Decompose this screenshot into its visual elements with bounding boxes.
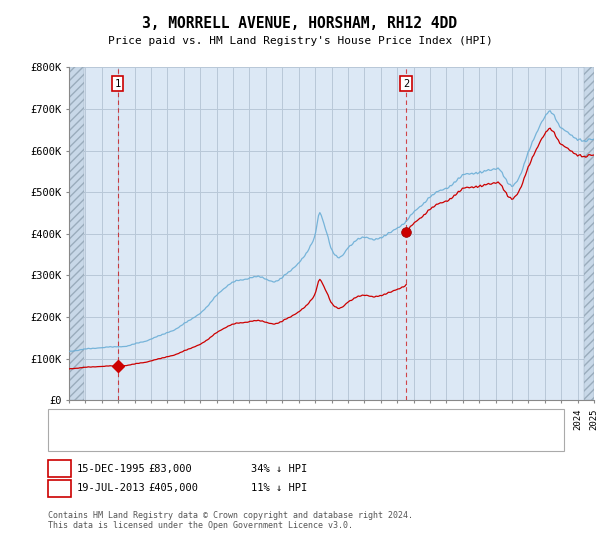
Bar: [584, 67, 594, 400]
Text: 3, MORRELL AVENUE, HORSHAM, RH12 4DD: 3, MORRELL AVENUE, HORSHAM, RH12 4DD: [143, 16, 458, 31]
Text: ———: ———: [57, 433, 79, 446]
Text: £83,000: £83,000: [149, 464, 193, 474]
Text: 1: 1: [115, 79, 121, 89]
Text: 1: 1: [56, 464, 62, 474]
Text: 2: 2: [403, 79, 409, 89]
Text: 3, MORRELL AVENUE, HORSHAM, RH12 4DD (detached house): 3, MORRELL AVENUE, HORSHAM, RH12 4DD (de…: [102, 415, 413, 425]
Bar: [69, 67, 84, 400]
Text: £405,000: £405,000: [149, 483, 199, 493]
Text: 11% ↓ HPI: 11% ↓ HPI: [251, 483, 307, 493]
Text: 15-DEC-1995: 15-DEC-1995: [77, 464, 146, 474]
Text: ———: ———: [57, 414, 79, 427]
Text: 34% ↓ HPI: 34% ↓ HPI: [251, 464, 307, 474]
Text: 2: 2: [56, 483, 62, 493]
Text: HPI: Average price, detached house, Horsham: HPI: Average price, detached house, Hors…: [102, 435, 355, 445]
Text: Price paid vs. HM Land Registry's House Price Index (HPI): Price paid vs. HM Land Registry's House …: [107, 36, 493, 46]
Text: Contains HM Land Registry data © Crown copyright and database right 2024.
This d: Contains HM Land Registry data © Crown c…: [48, 511, 413, 530]
Text: 19-JUL-2013: 19-JUL-2013: [77, 483, 146, 493]
